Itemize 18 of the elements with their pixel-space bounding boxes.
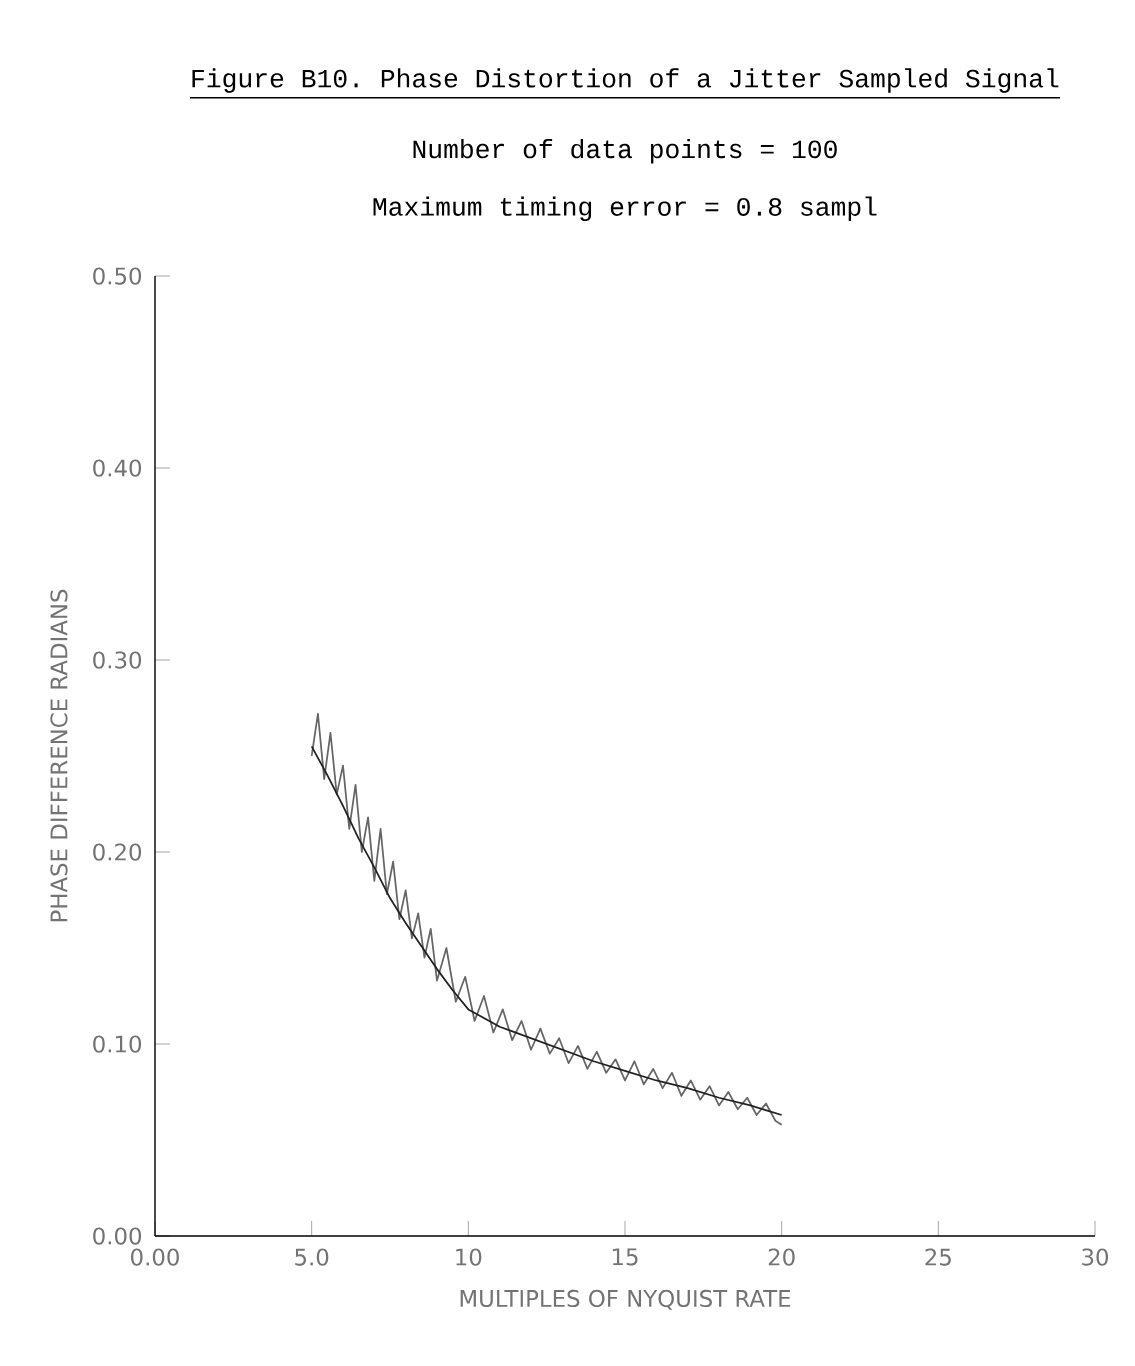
- x-tick-label: 10: [456, 1248, 482, 1266]
- x-axis-title: MULTIPLES OF NYQUIST RATE: [460, 1289, 791, 1310]
- x-tick-label: 0.00: [131, 1248, 179, 1266]
- y-tick-label: 0.50: [93, 267, 142, 285]
- text: Number of data points = 100: [413, 138, 837, 164]
- y-tick-label: 0.10: [93, 1035, 142, 1053]
- y-axis-title: PHASE DIFFERENCE RADIANS: [50, 589, 68, 922]
- y-tick-label: 0.00: [93, 1227, 142, 1245]
- x-tick-label: 30: [1082, 1248, 1108, 1266]
- x-tick-label: 15: [612, 1248, 638, 1266]
- x-tick-label: 25: [925, 1248, 951, 1266]
- x-tick-label: 20: [768, 1248, 795, 1266]
- x-tick-label: 5.0: [295, 1248, 329, 1266]
- y-tick-label: 0.40: [93, 459, 142, 477]
- y-tick-label: 0.20: [93, 843, 142, 861]
- y-tick-label: 0.30: [93, 651, 142, 669]
- chart-title: Figure B10. Phase Distortion of a Jitter Sampled Signal: [192, 68, 1059, 93]
- text: Maximum timing error = 0.8 sampl: [373, 196, 877, 222]
